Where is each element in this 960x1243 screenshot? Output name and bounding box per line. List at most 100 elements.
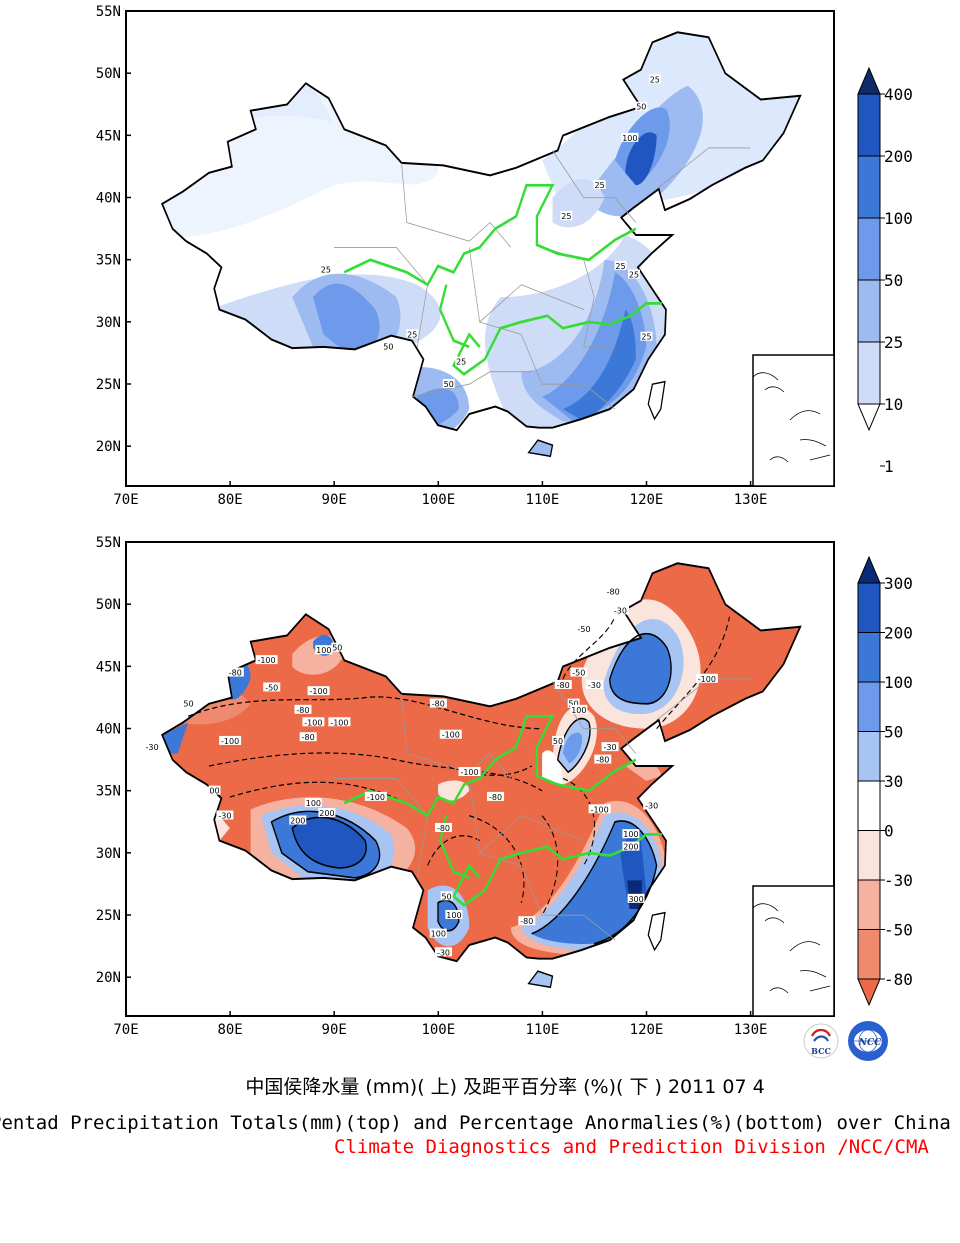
contour-label-bg [585, 679, 603, 689]
contour-label: -80 [520, 917, 533, 926]
contour-label: 25 [407, 330, 417, 339]
contour-label-bg [302, 717, 325, 727]
colorbar-label: 400 [884, 85, 913, 104]
lon-tick-label: 70E [113, 492, 138, 508]
contour-label: 200 [623, 843, 638, 852]
colorbar-label: 30 [884, 772, 903, 791]
contour-label: 100 [306, 799, 321, 808]
contour-label-bg [635, 101, 648, 111]
colorbar-segment [857, 780, 881, 831]
contour-label-bg [304, 798, 322, 808]
contour-label: 25 [595, 181, 605, 190]
contour-label-bg [552, 735, 565, 745]
contour-label-bg [406, 329, 419, 339]
contour-label: 00 [209, 787, 219, 796]
contour-label: -100 [698, 675, 716, 684]
colorbar-label: -50 [884, 921, 913, 940]
latitude-tick-labels: 55N 50N 45N 40N 35N 30N 25N 20N [96, 535, 131, 986]
map-content [126, 542, 834, 989]
colorbar-label: 50 [884, 723, 903, 742]
lat-tick-label: 25N [96, 377, 121, 393]
contour-label-bg [429, 928, 447, 938]
colorbar-segment [857, 217, 881, 281]
colorbar-label: 10 [884, 395, 903, 414]
contour-label-bg [445, 909, 463, 919]
contour-label: -100 [330, 718, 348, 727]
contour-label-bg [621, 132, 639, 142]
svg-text:BCC: BCC [811, 1046, 831, 1056]
lon-tick-label: 80E [217, 1022, 242, 1038]
colorbar-arrow-bottom [857, 403, 881, 432]
contour-label-bg [455, 356, 468, 366]
contour-label: 100 [431, 930, 446, 939]
contour-label-bg [318, 808, 336, 818]
colorbar-label: 50 [884, 271, 903, 290]
lat-tick-label: 40N [96, 721, 121, 737]
lat-tick-label: 40N [96, 190, 121, 206]
lat-tick-label: 45N [96, 659, 121, 675]
contour-label: 100 [622, 134, 637, 143]
lon-tick-label: 100E [421, 1022, 455, 1038]
credit-line: Climate Diagnostics and Prediction Divis… [334, 1136, 929, 1158]
contour-label: -100 [591, 805, 609, 814]
contour-label-bg [382, 341, 395, 351]
colorbar-segment [857, 93, 881, 157]
colorbar-label: -30 [884, 871, 913, 890]
lat-tick-label: 50N [96, 597, 121, 613]
contour-label-bg [640, 331, 653, 341]
colorbar-segment [857, 155, 881, 219]
contour-label-bg [570, 704, 588, 714]
contour-label-bg [219, 735, 242, 745]
lon-tick-label: 70E [113, 1022, 138, 1038]
contour-label: -80 [607, 588, 620, 597]
contour-label-bg [263, 682, 281, 692]
contour-label: 50 [383, 343, 393, 352]
contour-label-bg [627, 893, 645, 903]
contour-label: -30 [437, 948, 450, 957]
contour-label: -30 [604, 743, 617, 752]
contour-label-bg [593, 180, 606, 190]
contour-label: -80 [296, 706, 309, 715]
contour-label-bg [331, 642, 344, 652]
contour-label-bg [560, 211, 573, 221]
contour-label: -80 [432, 700, 445, 709]
contour-label: 200 [290, 816, 305, 825]
colorbar-segment [857, 879, 881, 930]
contour-label: 50 [183, 700, 193, 709]
contour-label-bg [622, 829, 640, 839]
contour-label-bg [364, 791, 387, 801]
contour-label: 200 [319, 809, 334, 818]
contour-label-bg [518, 916, 536, 926]
contour-label: -80 [302, 733, 315, 742]
longitude-tick-labels: 70E 80E 90E 100E 110E 120E 130E [113, 1011, 767, 1038]
contour-label: 25 [650, 75, 660, 84]
contour-label: -50 [265, 683, 278, 692]
colorbar-segment [857, 830, 881, 881]
contour-label-bg [429, 698, 447, 708]
lon-tick-label: 80E [217, 492, 242, 508]
contour-label-bg [439, 729, 462, 739]
chinese-title: 中国侯降水量 (mm)( 上) 及距平百分率 (%)( 下 ) 2011 07 … [245, 1076, 765, 1098]
contour-label-bg [143, 742, 161, 752]
contour-label: -100 [442, 731, 460, 740]
contour-label: 25 [615, 262, 625, 271]
lat-tick-label: 35N [96, 784, 121, 800]
contour-label-bg [226, 667, 244, 677]
colorbar-segment [857, 341, 881, 405]
lat-tick-label: 45N [96, 128, 121, 144]
contour-label: 50 [442, 892, 452, 901]
colorbar-label: 100 [884, 673, 913, 692]
contour-label-bg [319, 264, 332, 274]
contour-label: -30 [145, 743, 158, 752]
colorbar-label: -80 [884, 970, 913, 989]
contour-label: -30 [218, 812, 231, 821]
contour-label: 300 [628, 895, 643, 904]
lon-tick-label: 120E [630, 1022, 664, 1038]
lat-tick-label: 30N [96, 315, 121, 331]
contour-label: 100 [623, 830, 638, 839]
contour-label: -80 [489, 793, 502, 802]
inset-south-china-sea [752, 354, 835, 487]
colorbar-label: 1 [884, 457, 894, 476]
contour-label: 25 [641, 333, 651, 342]
